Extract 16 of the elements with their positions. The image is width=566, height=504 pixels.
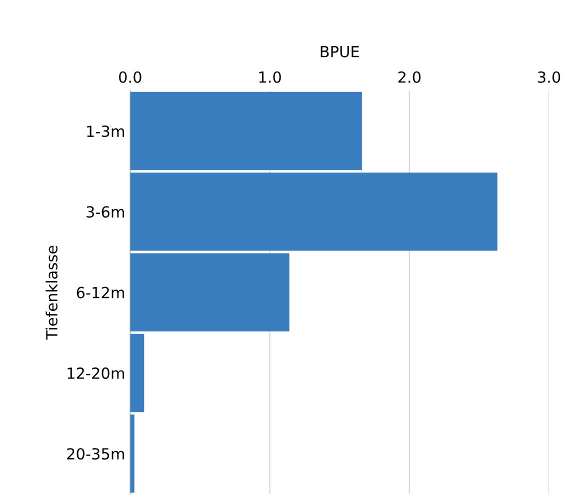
y-tick-label: 1-3m: [87, 126, 124, 138]
x-tick-label: 2.0: [398, 71, 421, 83]
y-tick-label: 3-6m: [86, 206, 124, 218]
x-tick-label: 0.0: [119, 71, 142, 83]
y-axis-title: Tiefenklasse: [46, 246, 58, 340]
y-tick-label: 12-20m: [68, 367, 124, 379]
bar: [130, 172, 498, 251]
x-tick-label: 3.0: [538, 71, 560, 83]
x-axis-title: BPUE: [320, 46, 359, 58]
bar: [130, 92, 362, 170]
bar: [130, 414, 134, 493]
x-tick-label: 1.0: [259, 71, 281, 83]
bar: [130, 334, 144, 412]
y-tick-label: 6-12m: [76, 286, 124, 298]
bar: [130, 253, 290, 332]
y-tick-label: 20-35m: [67, 448, 124, 460]
